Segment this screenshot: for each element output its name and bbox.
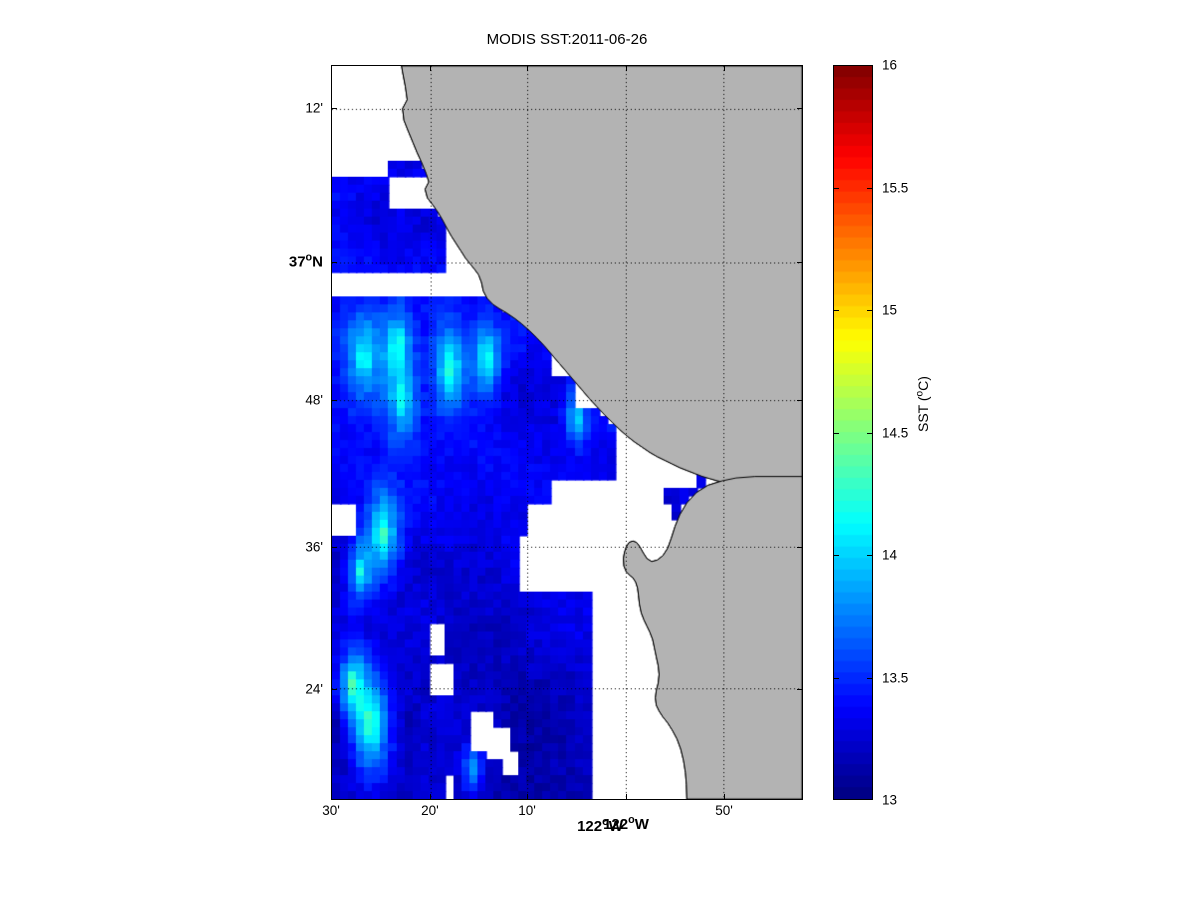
colorbar-tick-mark <box>833 310 839 311</box>
figure-title: MODIS SST:2011-06-26 <box>486 31 648 48</box>
y-tick-mark <box>331 547 337 548</box>
x-tick-mark <box>527 794 529 800</box>
colorbar-tick-mark <box>867 677 873 679</box>
y-tick-mark <box>797 547 803 548</box>
colorbar-tick-mark <box>867 187 873 189</box>
colorbar-tick-label: 14 <box>882 547 898 563</box>
x-tick-mark <box>626 794 627 800</box>
colorbar-tick-mark <box>867 310 873 311</box>
y-tick-mark <box>331 107 337 109</box>
colorbar-tick-label: 13.5 <box>882 670 909 685</box>
y-tick-mark <box>331 689 337 690</box>
colorbar-tick-mark <box>833 432 839 434</box>
colorbar-tick-label: 15.5 <box>882 180 909 195</box>
colorbar-gradient <box>834 66 872 799</box>
colorbar-tick-mark <box>833 555 839 556</box>
y-tick-label: 12' <box>305 100 323 116</box>
x-tick-mark <box>331 794 332 800</box>
x-tick-mark <box>527 65 529 71</box>
y-tick-mark <box>797 400 803 401</box>
colorbar-tick-mark <box>867 432 873 434</box>
x-tick-mark <box>723 794 725 800</box>
sst-map-raster <box>332 66 802 799</box>
y-tick-mark <box>331 400 337 401</box>
colorbar-tick-label: 14.5 <box>882 425 909 440</box>
colorbar-tick-label: 13 <box>882 792 898 808</box>
y-tick-label: 24' <box>305 681 323 697</box>
x-tick-label: 10' <box>518 803 536 818</box>
y-tick-mark <box>797 261 803 263</box>
y-tick-label: 37oN <box>288 251 323 271</box>
x-tick-mark <box>723 65 725 71</box>
x-tick-mark <box>626 65 627 71</box>
x-tick-mark <box>429 794 431 800</box>
x-tick-label: 20' <box>421 803 439 818</box>
colorbar-tick-mark <box>833 187 839 189</box>
y-tick-mark <box>797 107 803 109</box>
y-tick-label: 48' <box>305 392 323 408</box>
x-tick-label: 30' <box>322 803 340 818</box>
y-tick-mark <box>797 689 803 690</box>
colorbar-tick-label: 16 <box>882 57 898 73</box>
x-tick-label: 50' <box>715 803 733 818</box>
x-tick-mark <box>331 65 332 71</box>
x-tick-mark <box>429 65 431 71</box>
colorbar-title: SST (oC) <box>914 376 931 432</box>
x-axis-title: 122oW <box>577 816 623 835</box>
colorbar-tick-label: 15 <box>882 302 898 318</box>
y-tick-mark <box>331 261 337 263</box>
colorbar-tick-mark <box>833 677 839 679</box>
y-tick-label: 36' <box>305 539 323 555</box>
map-axes[interactable] <box>331 65 803 800</box>
colorbar-tick-mark <box>867 555 873 556</box>
x-tick-label: 122oW <box>603 814 649 833</box>
